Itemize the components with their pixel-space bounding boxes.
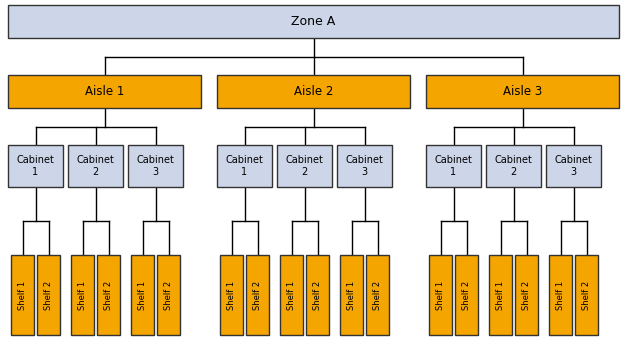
Text: Shelf 1: Shelf 1	[227, 280, 236, 310]
FancyBboxPatch shape	[280, 255, 303, 335]
FancyBboxPatch shape	[157, 255, 180, 335]
FancyBboxPatch shape	[429, 255, 452, 335]
FancyBboxPatch shape	[306, 255, 329, 335]
FancyBboxPatch shape	[366, 255, 389, 335]
FancyBboxPatch shape	[246, 255, 269, 335]
FancyBboxPatch shape	[426, 75, 619, 108]
Text: Shelf 2: Shelf 2	[522, 280, 531, 310]
FancyBboxPatch shape	[97, 255, 120, 335]
FancyBboxPatch shape	[71, 255, 94, 335]
FancyBboxPatch shape	[8, 5, 619, 38]
Text: Cabinet
1: Cabinet 1	[435, 155, 472, 177]
FancyBboxPatch shape	[37, 255, 60, 335]
Text: Shelf 2: Shelf 2	[164, 280, 173, 310]
Text: Shelf 2: Shelf 2	[313, 280, 322, 310]
FancyBboxPatch shape	[131, 255, 154, 335]
Text: Cabinet
1: Cabinet 1	[226, 155, 263, 177]
FancyBboxPatch shape	[11, 255, 34, 335]
Text: Shelf 1: Shelf 1	[496, 280, 505, 310]
FancyBboxPatch shape	[515, 255, 538, 335]
Text: Shelf 2: Shelf 2	[462, 280, 471, 310]
Text: Shelf 2: Shelf 2	[253, 280, 262, 310]
Text: Cabinet
2: Cabinet 2	[495, 155, 532, 177]
FancyBboxPatch shape	[426, 145, 481, 187]
Text: Shelf 1: Shelf 1	[436, 280, 445, 310]
FancyBboxPatch shape	[8, 75, 201, 108]
Text: Shelf 1: Shelf 1	[138, 280, 147, 310]
Text: Zone A: Zone A	[292, 15, 335, 28]
Text: Shelf 2: Shelf 2	[373, 280, 382, 310]
Text: Aisle 2: Aisle 2	[294, 85, 333, 98]
Text: Shelf 1: Shelf 1	[556, 280, 565, 310]
Text: Cabinet
3: Cabinet 3	[137, 155, 174, 177]
FancyBboxPatch shape	[337, 145, 392, 187]
FancyBboxPatch shape	[486, 145, 541, 187]
Text: Shelf 1: Shelf 1	[78, 280, 87, 310]
FancyBboxPatch shape	[489, 255, 512, 335]
FancyBboxPatch shape	[546, 145, 601, 187]
FancyBboxPatch shape	[455, 255, 478, 335]
Text: Cabinet
3: Cabinet 3	[345, 155, 384, 177]
Text: Shelf 2: Shelf 2	[582, 280, 591, 310]
Text: Cabinet
3: Cabinet 3	[554, 155, 593, 177]
FancyBboxPatch shape	[217, 145, 272, 187]
FancyBboxPatch shape	[340, 255, 363, 335]
FancyBboxPatch shape	[8, 145, 63, 187]
Text: Shelf 1: Shelf 1	[18, 280, 27, 310]
Text: Shelf 1: Shelf 1	[287, 280, 296, 310]
FancyBboxPatch shape	[217, 75, 410, 108]
Text: Shelf 1: Shelf 1	[347, 280, 356, 310]
FancyBboxPatch shape	[277, 145, 332, 187]
FancyBboxPatch shape	[549, 255, 572, 335]
FancyBboxPatch shape	[68, 145, 123, 187]
Text: Aisle 1: Aisle 1	[85, 85, 124, 98]
FancyBboxPatch shape	[128, 145, 183, 187]
Text: Cabinet
2: Cabinet 2	[285, 155, 324, 177]
FancyBboxPatch shape	[575, 255, 598, 335]
Text: Shelf 2: Shelf 2	[44, 280, 53, 310]
Text: Shelf 2: Shelf 2	[104, 280, 113, 310]
Text: Aisle 3: Aisle 3	[503, 85, 542, 98]
FancyBboxPatch shape	[220, 255, 243, 335]
Text: Cabinet
2: Cabinet 2	[76, 155, 115, 177]
Text: Cabinet
1: Cabinet 1	[16, 155, 55, 177]
